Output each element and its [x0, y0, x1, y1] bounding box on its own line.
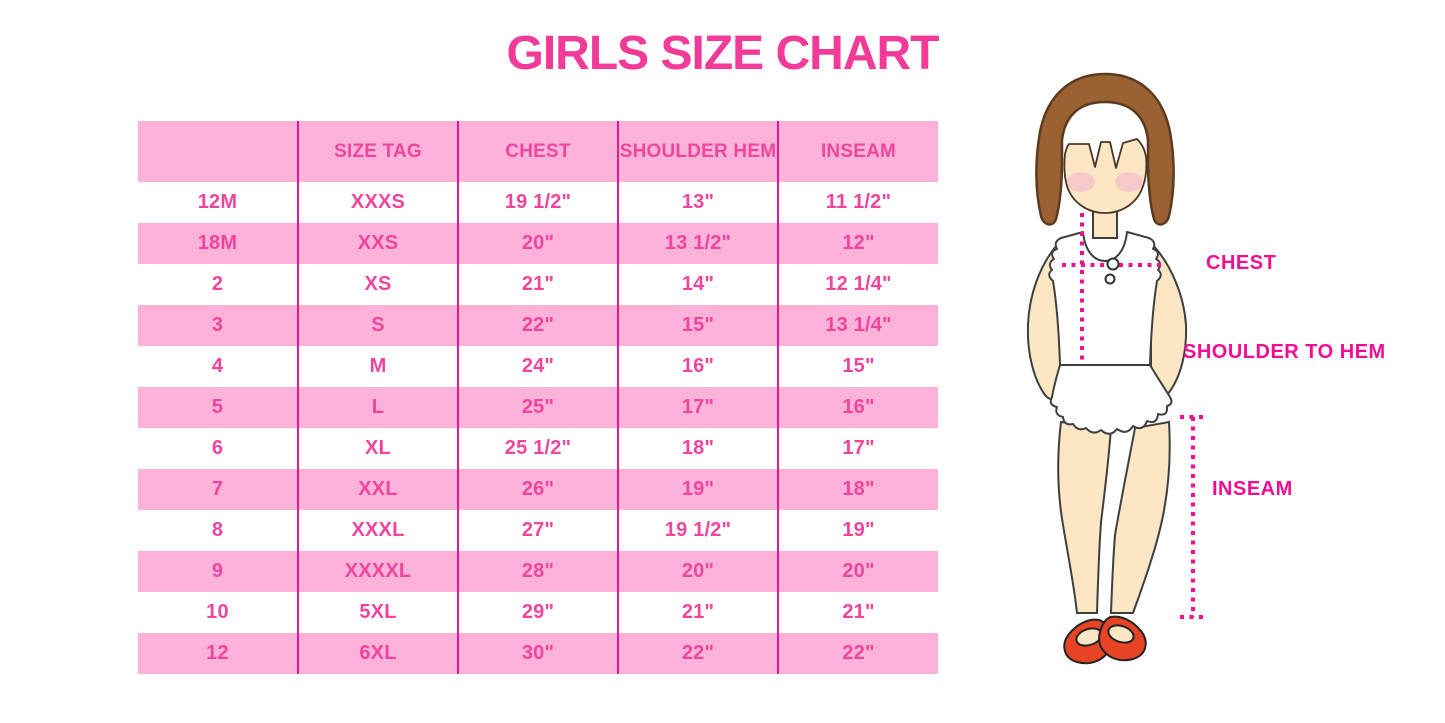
table-cell: 14" — [617, 264, 778, 305]
column-header: CHEST — [457, 121, 618, 182]
table-cell: 20" — [457, 223, 618, 264]
table-row: 10 5XL 29" 21" 21" — [138, 592, 938, 633]
table-cell: S — [297, 305, 458, 346]
table-cell: XXXS — [297, 182, 458, 223]
table-cell: 6 — [138, 428, 298, 469]
size-table: SIZE TAG CHEST SHOULDER HEM INSEAM 12M XXXS 1… — [138, 121, 938, 674]
girl-measurement-illustration — [1026, 72, 1207, 665]
table-cell: 15" — [617, 305, 778, 346]
shoulder-to-hem-measure-label: SHOULDER TO HEM — [1183, 341, 1386, 363]
table-cell: 20" — [617, 551, 778, 592]
table-cell: 30" — [457, 633, 618, 674]
top-button — [1106, 257, 1120, 271]
column-header: INSEAM — [777, 121, 938, 182]
chest-measure-label: CHEST — [1206, 252, 1277, 274]
table-cell: 22" — [457, 305, 618, 346]
table-cell: 19 1/2" — [617, 510, 778, 551]
table-row: 3 S 22" 15" 13 1/4" — [138, 305, 938, 346]
table-cell: 12M — [138, 182, 298, 223]
table-cell: 8 — [138, 510, 298, 551]
table-row: 8 XXXL 27" 19 1/2" 19" — [138, 510, 938, 551]
table-cell: 21" — [777, 592, 938, 633]
bottom-button — [1104, 273, 1116, 285]
table-cell: XL — [297, 428, 458, 469]
table-cell: 7 — [138, 469, 298, 510]
table-cell: 24" — [457, 346, 618, 387]
table-cell: 12 1/4" — [777, 264, 938, 305]
right-shoe-opening — [1107, 624, 1135, 644]
right-blush — [1115, 172, 1143, 192]
table-row: 6 XL 25 1/2" 18" 17" — [138, 428, 938, 469]
table-cell: 21" — [617, 592, 778, 633]
table-cell: XS — [297, 264, 458, 305]
table-cell: 22" — [777, 633, 938, 674]
table-cell: 19" — [617, 469, 778, 510]
table-cell: 17" — [617, 387, 778, 428]
table-cell: 25 1/2" — [457, 428, 618, 469]
table-cell: 2 — [138, 264, 298, 305]
table-row: 4 M 24" 16" 15" — [138, 346, 938, 387]
table-cell: 16" — [617, 346, 778, 387]
table-cell: 16" — [777, 387, 938, 428]
table-cell: 9 — [138, 551, 298, 592]
table-cell: XXL — [297, 469, 458, 510]
left-leg — [1057, 420, 1113, 614]
table-cell: 18" — [617, 428, 778, 469]
table-cell: 19" — [777, 510, 938, 551]
table-row: 18M XXS 20" 13 1/2" 12" — [138, 223, 938, 264]
table-row: 7 XXL 26" 19" 18" — [138, 469, 938, 510]
table-row: 12 6XL 30" 22" 22" — [138, 633, 938, 674]
table-cell: 3 — [138, 305, 298, 346]
page-title: GIRLS SIZE CHART — [506, 27, 939, 80]
size-table-head: SIZE TAG CHEST SHOULDER HEM INSEAM — [138, 121, 938, 182]
table-row: 9 XXXXL 28" 20" 20" — [138, 551, 938, 592]
table-cell: XXS — [297, 223, 458, 264]
table-cell: 21" — [457, 264, 618, 305]
column-header — [138, 121, 298, 182]
table-cell: 25" — [457, 387, 618, 428]
table-cell: 13" — [617, 182, 778, 223]
table-cell: 17" — [777, 428, 938, 469]
table-cell: 5 — [138, 387, 298, 428]
table-row: 2 XS 21" 14" 12 1/4" — [138, 264, 938, 305]
size-table-body: 12M XXXS 19 1/2" 13" 11 1/2" 18M XXS 20" 13 1/2"… — [138, 182, 938, 674]
table-cell: 22" — [617, 633, 778, 674]
hair — [1035, 72, 1175, 226]
table-cell: 11 1/2" — [777, 182, 938, 223]
table-cell: 28" — [457, 551, 618, 592]
table-cell: 26" — [457, 469, 618, 510]
table-cell: 5XL — [297, 592, 458, 633]
table-cell: M — [297, 346, 458, 387]
size-table-header-row: SIZE TAG CHEST SHOULDER HEM INSEAM — [138, 121, 938, 182]
table-cell: 29" — [457, 592, 618, 633]
right-leg — [1109, 420, 1171, 614]
table-cell: XXXXL — [297, 551, 458, 592]
table-cell: 13 1/4" — [777, 305, 938, 346]
table-row: 5 L 25" 17" 16" — [138, 387, 938, 428]
table-cell: XXXL — [297, 510, 458, 551]
table-row: 12M XXXS 19 1/2" 13" 11 1/2" — [138, 182, 938, 223]
skirt — [1049, 364, 1173, 435]
table-cell: 18M — [138, 223, 298, 264]
inseam-measure-label: INSEAM — [1212, 478, 1293, 500]
table-cell: 19 1/2" — [457, 182, 618, 223]
column-header: SHOULDER HEM — [617, 121, 778, 182]
column-header: SIZE TAG — [297, 121, 458, 182]
table-cell: 12" — [777, 223, 938, 264]
table-cell: 27" — [457, 510, 618, 551]
top-garment — [1048, 231, 1162, 366]
table-cell: 6XL — [297, 633, 458, 674]
table-cell: L — [297, 387, 458, 428]
left-blush — [1067, 172, 1095, 192]
table-cell: 4 — [138, 346, 298, 387]
table-cell: 12 — [138, 633, 298, 674]
face — [1063, 138, 1148, 214]
table-cell: 13 1/2" — [617, 223, 778, 264]
table-cell: 20" — [777, 551, 938, 592]
table-cell: 10 — [138, 592, 298, 633]
table-cell: 18" — [777, 469, 938, 510]
table-cell: 15" — [777, 346, 938, 387]
